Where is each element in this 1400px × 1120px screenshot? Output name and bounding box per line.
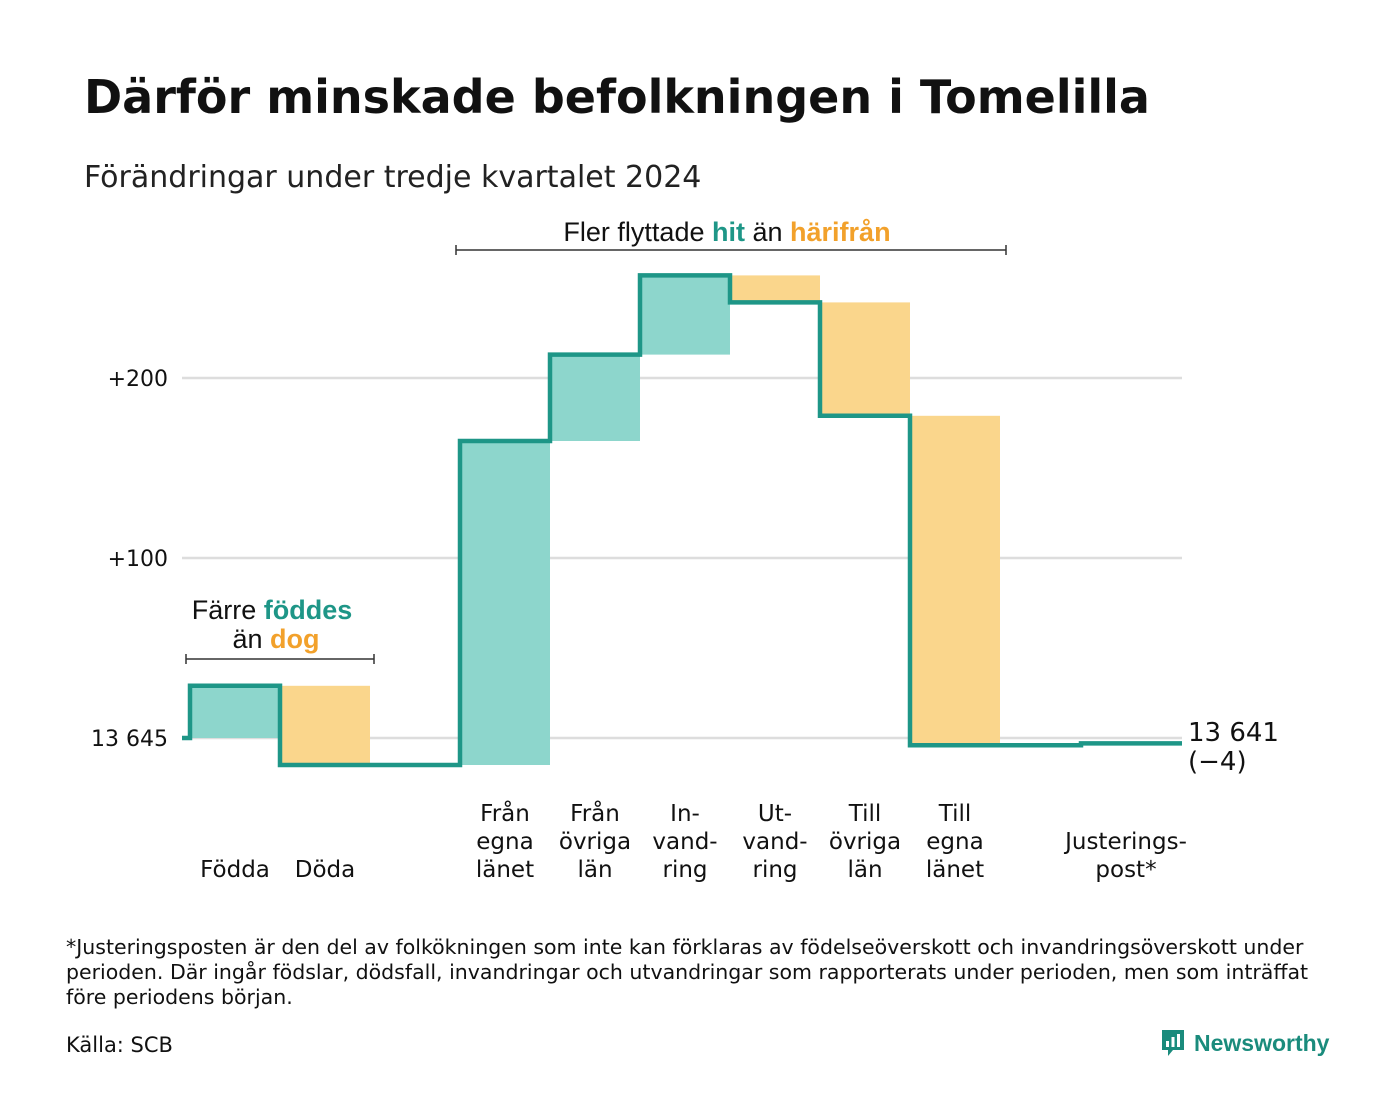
bar-från-övriga-län — [550, 354, 640, 441]
x-category-label: ring — [662, 857, 707, 883]
births-annotation-line2: än dog — [232, 624, 319, 654]
bar-till-egna-länet — [910, 415, 1000, 746]
x-category-label: övriga — [829, 829, 901, 855]
x-category-label: egna — [926, 829, 983, 855]
x-category-label: länet — [926, 857, 984, 883]
x-category-label: Ut- — [758, 801, 792, 827]
x-category-label: länet — [476, 857, 534, 883]
bar-födda — [190, 685, 280, 738]
population-step-line — [182, 273, 1182, 768]
x-category-label: Från — [570, 799, 620, 827]
x-category-label: län — [577, 857, 612, 883]
source-label: Källa: SCB — [66, 1033, 173, 1057]
y-tick-label: +200 — [108, 367, 168, 392]
x-category-label: post* — [1095, 857, 1156, 883]
brand-logo: Newsworthy — [1160, 1028, 1329, 1058]
bar-döda — [280, 685, 370, 765]
brand-name: Newsworthy — [1194, 1029, 1330, 1056]
chart-subtitle: Förändringar under tredje kvartalet 2024 — [84, 160, 702, 195]
x-category-label: In- — [670, 801, 700, 827]
migration-bracket — [455, 245, 1007, 255]
end-change-label: (−4) — [1188, 747, 1247, 777]
x-category-label: län — [847, 857, 882, 883]
x-category-label: Till — [938, 801, 972, 827]
x-category-label: egna — [476, 829, 533, 855]
x-category-label: ring — [752, 857, 797, 883]
chart-title: Därför minskade befolkningen i Tomelilla — [84, 70, 1150, 124]
bar-till-övriga-län — [820, 302, 910, 416]
births-bracket — [185, 654, 375, 664]
x-category-label: vand- — [652, 829, 717, 855]
births-annotation-line1: Färre föddes — [192, 595, 353, 625]
bar-utvandring — [730, 275, 820, 303]
migration-annotation: Fler flyttade hit än härifrån — [563, 217, 890, 247]
y-tick-label: +100 — [108, 547, 168, 572]
x-category-label: Från — [480, 799, 530, 827]
x-category-label: Födda — [200, 857, 270, 883]
x-category-label: Till — [848, 801, 882, 827]
y-tick-label: 13 645 — [91, 727, 168, 752]
x-category-label: Justerings- — [1063, 829, 1187, 855]
footnote: *Justeringsposten är den del av folkökni… — [66, 935, 1309, 1009]
x-category-label: vand- — [742, 829, 807, 855]
bar-från-egna-länet — [460, 441, 550, 765]
newsworthy-logo-icon — [1162, 1030, 1184, 1056]
bar-invandring — [640, 275, 730, 355]
x-category-label: övriga — [559, 829, 631, 855]
x-category-label: Döda — [295, 857, 355, 883]
end-value-label: 13 641 — [1188, 718, 1279, 748]
